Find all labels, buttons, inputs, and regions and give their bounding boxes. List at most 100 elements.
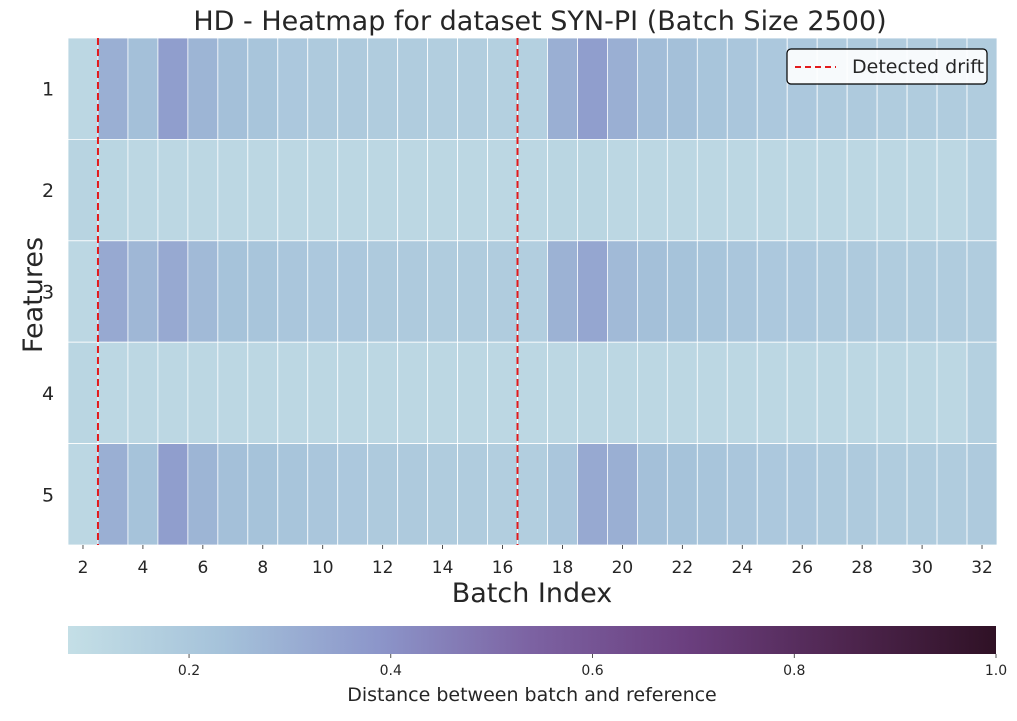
heatmap-cell (696, 443, 728, 546)
heatmap-cell (487, 37, 518, 140)
x-tick-label: 4 (138, 558, 149, 578)
heatmap-cell (966, 341, 998, 445)
heatmap-cell (607, 138, 638, 242)
y-axis-label: Features (18, 237, 49, 353)
heatmap-cell (607, 37, 638, 140)
heatmap-cell (607, 240, 638, 343)
heatmap-cell (966, 240, 998, 343)
heatmap-cell (277, 37, 309, 140)
heatmap-cell (726, 240, 758, 343)
heatmap-cell (307, 138, 339, 242)
x-tick-label: 14 (432, 558, 454, 578)
heatmap-cell (517, 138, 548, 242)
heatmap-cell (756, 443, 788, 546)
heatmap-cell (696, 37, 728, 140)
row-tick-labels: 1 2 3 4 5 (42, 79, 54, 507)
heatmap-cell (517, 240, 548, 343)
x-tick-label: 6 (197, 558, 208, 578)
x-tick-label: 28 (851, 558, 873, 578)
heatmap-cell (876, 138, 908, 242)
heatmap-cell (127, 138, 159, 242)
colorbar-tick-label: 0.6 (581, 663, 603, 679)
heatmap-cell (666, 138, 698, 242)
heatmap-cell (157, 341, 189, 445)
heatmap-cell (517, 341, 548, 445)
heatmap-cell (217, 341, 249, 445)
heatmap-cell (277, 240, 309, 343)
heatmap-cell (726, 341, 758, 445)
heatmap-cell (666, 240, 698, 343)
heatmap-cell (277, 443, 309, 546)
heatmap-cell (337, 37, 369, 140)
x-axis-label: Batch Index (452, 578, 613, 609)
heatmap-cell (217, 37, 249, 140)
heatmap-cell (756, 37, 788, 140)
drift-lines (96, 38, 519, 545)
x-tick-label: 10 (312, 558, 334, 578)
x-tick-label: 12 (372, 558, 394, 578)
heatmap-cell (906, 341, 938, 445)
heatmap-cell (397, 341, 429, 445)
row-tick-label: 5 (42, 484, 54, 506)
heatmap-cell (577, 37, 608, 140)
heatmap-cell (397, 138, 429, 242)
heatmap-cell (906, 240, 938, 343)
x-tick-label: 18 (552, 558, 574, 578)
heatmap-cell (307, 443, 339, 546)
heatmap-cell (307, 37, 339, 140)
heatmap-cell (906, 138, 938, 242)
heatmap-cell (936, 341, 968, 445)
heatmap-cell (397, 240, 429, 343)
heatmap-cell (247, 37, 279, 140)
heatmap-cell (457, 240, 488, 343)
heatmap-cell (517, 37, 548, 140)
heatmap-cell (247, 240, 279, 343)
heatmap-cell (547, 341, 578, 445)
heatmap-cell (636, 240, 668, 343)
heatmap-cell (127, 341, 159, 445)
chart-title: HD - Heatmap for dataset SYN-PI (Batch S… (193, 6, 886, 37)
heatmap-cell (277, 138, 309, 242)
heatmap-cell (636, 37, 668, 140)
heatmap-cell (936, 240, 968, 343)
legend-box (786, 48, 988, 85)
heatmap-cell (577, 341, 608, 445)
heatmap-cell (786, 341, 818, 445)
heatmap-cell (487, 443, 518, 546)
heatmap-cell (786, 138, 818, 242)
heatmap-cell (577, 138, 608, 242)
row-tick-label: 1 (42, 79, 54, 101)
heatmap-cell (427, 443, 458, 546)
heatmap-cell (666, 443, 698, 546)
x-tick-label: 8 (257, 558, 268, 578)
heatmap-cell (696, 138, 728, 242)
heatmap-cell (696, 240, 728, 343)
heatmap-cell (157, 37, 189, 140)
heatmap-cell (487, 240, 518, 343)
heatmap-cell (966, 443, 998, 546)
heatmap-cell (367, 37, 399, 140)
heatmap-cell (457, 341, 488, 445)
heatmap-cell (846, 341, 878, 445)
colorbar-tick-label: 0.4 (380, 663, 402, 679)
heatmap-cell (67, 240, 99, 343)
heatmap-cell (97, 443, 129, 546)
colorbar-tick-label: 1.0 (985, 663, 1007, 679)
heatmap-cell (756, 138, 788, 242)
heatmap-cell (696, 341, 728, 445)
heatmap-cell (607, 341, 638, 445)
heatmap-cell (547, 37, 578, 140)
heatmap-cell (367, 341, 399, 445)
heatmap-cell (457, 37, 488, 140)
x-tick-label: 32 (971, 558, 993, 578)
heatmap-cell (846, 240, 878, 343)
heatmap-cell (547, 443, 578, 546)
heatmap-cell (577, 240, 608, 343)
heatmap-cell (756, 240, 788, 343)
heatmap-cell (487, 341, 518, 445)
heatmap-cell (876, 443, 908, 546)
heatmap-cell (67, 443, 99, 546)
heatmap-cell (876, 240, 908, 343)
heatmap-cell (846, 138, 878, 242)
